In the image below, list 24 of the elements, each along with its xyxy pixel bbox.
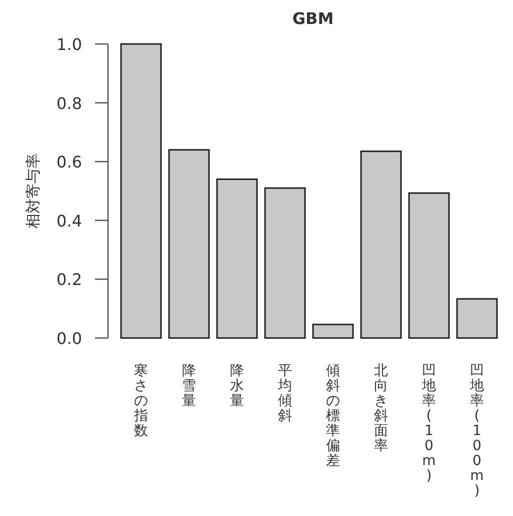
y-axis-title: 相対寄与率 <box>24 154 42 228</box>
bar <box>264 187 306 339</box>
x-tick-label: 降雪量 <box>182 363 196 409</box>
bar <box>168 149 210 339</box>
chart-title: GBM <box>292 9 334 28</box>
bar <box>408 192 450 339</box>
x-tick-label: 降水量 <box>230 363 244 409</box>
category-label: 凹地率(100m) <box>470 363 484 499</box>
y-tick-label: 1.0 <box>56 35 82 54</box>
y-tick-label: 0.2 <box>56 270 82 290</box>
y-tick-label: 0.4 <box>56 211 82 230</box>
x-tick-label: 北向き斜面率 <box>374 363 388 454</box>
bar <box>312 324 354 339</box>
x-tick-label: 凹地率(10m) <box>421 363 436 484</box>
bar <box>360 150 402 339</box>
bar <box>456 298 498 339</box>
x-tick-label: 平均傾斜 <box>277 363 292 424</box>
x-tick-label: 寒さの指数 <box>133 363 148 439</box>
y-tick-label: 0.0 <box>56 329 82 348</box>
x-tick-label: 傾斜の標準偏差 <box>326 363 340 469</box>
y-tick-label: 0.6 <box>56 152 82 172</box>
bar <box>120 43 162 339</box>
y-tick-label: 0.8 <box>56 94 82 113</box>
bar <box>216 178 258 339</box>
